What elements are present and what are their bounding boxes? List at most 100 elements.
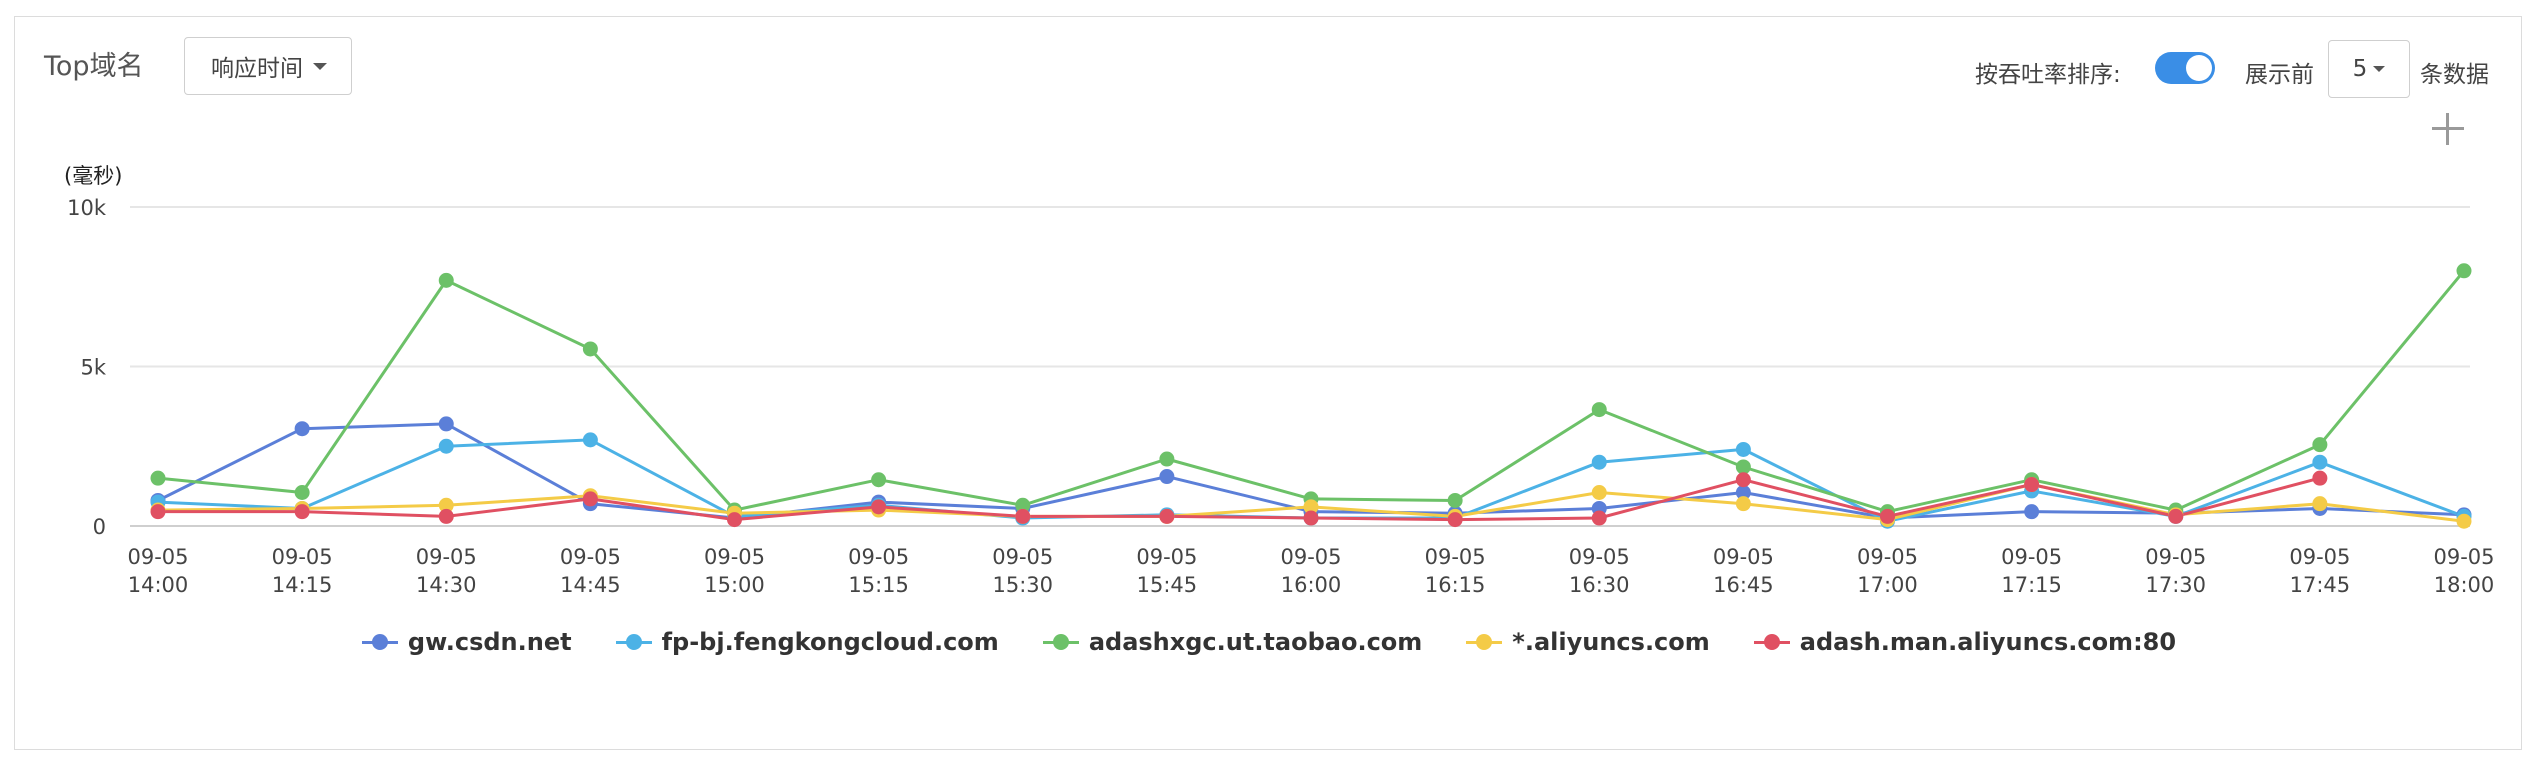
data-point — [438, 497, 454, 513]
x-tick-label: 17:30 — [2145, 573, 2206, 597]
x-tick-label: 09-05 — [127, 545, 188, 569]
data-point — [582, 432, 598, 448]
x-tick-label: 09-05 — [1136, 545, 1197, 569]
x-tick-label: 18:00 — [2434, 573, 2495, 597]
legend-label: *.aliyuncs.com — [1512, 628, 1710, 656]
x-tick-label: 15:30 — [992, 573, 1053, 597]
data-point — [2168, 508, 2184, 524]
data-point — [2024, 477, 2040, 493]
data-point — [294, 421, 310, 437]
x-tick-label: 09-05 — [848, 545, 909, 569]
x-tick-label: 09-05 — [2145, 545, 2206, 569]
x-tick-label: 09-05 — [2001, 545, 2062, 569]
chevron-down-icon — [2373, 66, 2386, 72]
legend-item[interactable]: fp-bj.fengkongcloud.com — [615, 628, 999, 656]
data-point — [871, 472, 887, 488]
legend-label: adashxgc.ut.taobao.com — [1088, 628, 1423, 656]
data-point — [2312, 437, 2328, 453]
data-point — [582, 341, 598, 357]
data-point — [294, 504, 310, 520]
legend-label: adash.man.aliyuncs.com:80 — [1799, 628, 2177, 656]
y-axis-unit: (毫秒) — [64, 164, 123, 188]
legend-label: fp-bj.fengkongcloud.com — [661, 628, 999, 656]
data-point — [2312, 496, 2328, 512]
x-tick-label: 09-05 — [1569, 545, 1630, 569]
add-icon[interactable] — [2428, 108, 2468, 148]
data-point — [1735, 459, 1751, 475]
x-tick-label: 16:00 — [1281, 573, 1342, 597]
legend-marker-icon — [1753, 634, 1790, 650]
legend-marker-icon — [1466, 634, 1503, 650]
data-point — [1735, 485, 1751, 501]
series-line — [157, 269, 2466, 514]
data-point — [1735, 472, 1751, 488]
chart-legend: gw.csdn.net fp-bj.fengkongcloud.com adashx… — [0, 628, 2538, 656]
x-tick-label: 14:15 — [272, 573, 333, 597]
data-point — [2456, 263, 2472, 279]
data-point — [1735, 441, 1751, 457]
sort-by-throughput-toggle[interactable] — [2155, 52, 2215, 84]
y-tick-label: 0 — [93, 515, 106, 539]
data-point — [438, 272, 454, 288]
data-point — [1735, 496, 1751, 512]
data-point — [2312, 454, 2328, 470]
x-tick-label: 09-05 — [704, 545, 765, 569]
x-tick-label: 14:45 — [560, 573, 621, 597]
x-tick-label: 14:00 — [128, 573, 189, 597]
show-top-label: 展示前 — [2245, 62, 2314, 88]
legend-item[interactable]: *.aliyuncs.com — [1466, 628, 1710, 656]
data-point — [1303, 499, 1319, 515]
x-tick-label: 09-05 — [416, 545, 477, 569]
x-tick-label: 17:15 — [2001, 573, 2062, 597]
chevron-down-icon — [313, 62, 327, 70]
x-tick-label: 09-05 — [1713, 545, 1774, 569]
sort-by-throughput-label: 按吞吐率排序: — [1975, 62, 2121, 88]
data-point — [2456, 513, 2472, 529]
toggle-knob — [2186, 55, 2212, 81]
legend-item[interactable]: adash.man.aliyuncs.com:80 — [1753, 628, 2177, 656]
x-tick-label: 14:30 — [416, 573, 477, 597]
y-tick-label: 5k — [80, 356, 106, 380]
x-tick-label: 09-05 — [1280, 545, 1341, 569]
x-tick-label: 16:30 — [1569, 573, 1630, 597]
legend-marker-icon — [615, 634, 652, 650]
data-point — [1591, 485, 1607, 501]
x-tick-label: 09-05 — [272, 545, 333, 569]
legend-item[interactable]: gw.csdn.net — [361, 628, 572, 656]
top-count-select[interactable]: 5 — [2328, 40, 2410, 98]
top-domains-panel — [14, 16, 2522, 750]
data-point — [1591, 510, 1607, 526]
data-point — [1303, 510, 1319, 526]
metric-select-value: 响应时间 — [211, 56, 303, 82]
legend-item[interactable]: adashxgc.ut.taobao.com — [1042, 628, 1423, 656]
data-point — [438, 508, 454, 524]
data-point — [1447, 512, 1463, 528]
data-point — [1015, 497, 1031, 513]
data-point — [438, 416, 454, 432]
data-point — [1591, 402, 1607, 418]
data-point — [1159, 508, 1175, 524]
x-tick-label: 17:00 — [1857, 573, 1918, 597]
metric-select[interactable]: 响应时间 — [184, 37, 352, 95]
series-line — [158, 476, 2321, 522]
x-tick-label: 09-05 — [560, 545, 621, 569]
data-point — [150, 504, 166, 520]
panel-title: Top域名 — [44, 51, 144, 82]
top-count-value: 5 — [2352, 56, 2368, 82]
data-point — [582, 491, 598, 507]
x-tick-label: 09-05 — [1425, 545, 1486, 569]
response-time-chart: 0 5k 10k 09-05 14:00 09-05 14:15 09-05 14:30 09-0… — [67, 196, 2495, 597]
data-point — [1591, 454, 1607, 470]
data-point — [2312, 470, 2328, 486]
data-point — [1447, 492, 1463, 508]
data-point — [871, 499, 887, 515]
x-tick-label: 09-05 — [2289, 545, 2350, 569]
data-point — [2024, 504, 2040, 520]
data-point — [1015, 508, 1031, 524]
x-tick-label: 09-05 — [2433, 545, 2494, 569]
data-point — [294, 485, 310, 501]
legend-marker-icon — [1042, 634, 1079, 650]
data-point — [1159, 451, 1175, 467]
data-point — [1159, 469, 1175, 485]
x-tick-label: 16:15 — [1425, 573, 1486, 597]
